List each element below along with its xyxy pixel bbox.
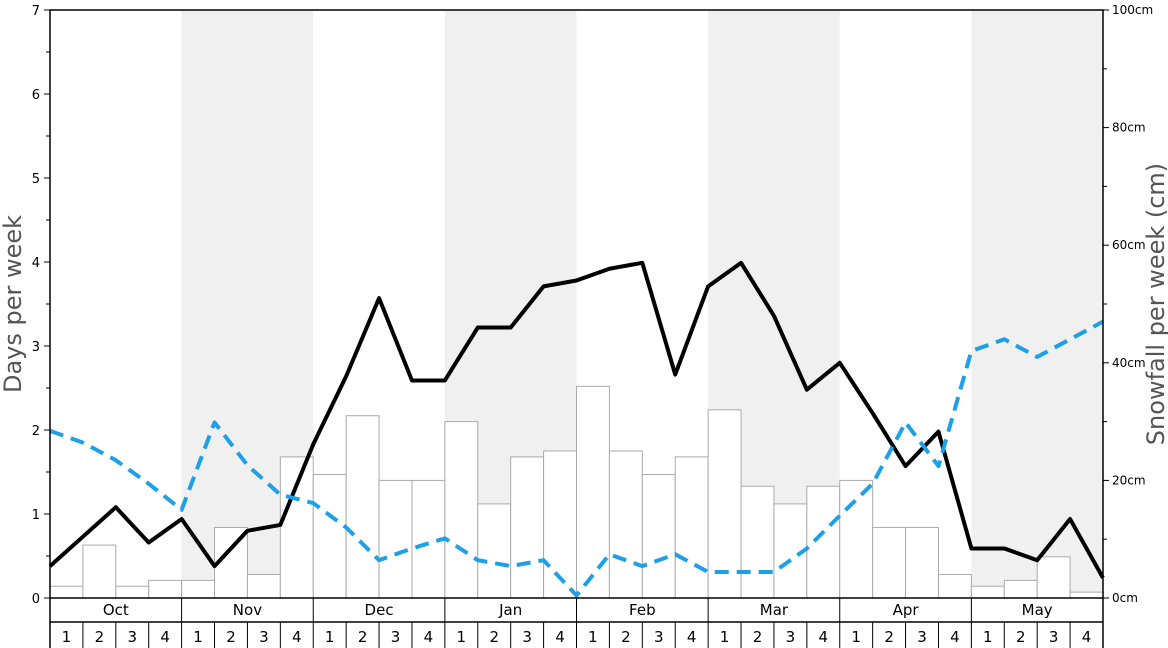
- left-tick-label: 0: [32, 592, 40, 607]
- month-label: Feb: [629, 601, 656, 619]
- left-tick-label: 3: [32, 340, 40, 355]
- week-label: 1: [720, 628, 730, 646]
- week-label: 3: [654, 628, 664, 646]
- week-label: 2: [621, 628, 631, 646]
- week-label: 1: [193, 628, 203, 646]
- month-label: Oct: [103, 601, 129, 619]
- week-label: 4: [950, 628, 960, 646]
- left-tick-label: 7: [32, 4, 40, 19]
- week-label: 4: [160, 628, 170, 646]
- snowfall-bars: [49, 385, 1104, 599]
- snowfall-bar: [378, 479, 413, 599]
- week-label: 4: [819, 628, 829, 646]
- week-label: 4: [292, 628, 302, 646]
- snowfall-bar: [1003, 579, 1038, 599]
- snowfall-bar: [477, 503, 512, 599]
- left-axis-title: Days per week: [0, 215, 27, 393]
- snowfall-bar: [970, 585, 1005, 599]
- week-label: 3: [522, 628, 532, 646]
- right-tick-label: 80cm: [1112, 121, 1146, 135]
- snowfall-bar: [1069, 591, 1104, 599]
- left-tick-label: 2: [32, 424, 40, 439]
- month-label: May: [1022, 601, 1053, 619]
- left-tick-label: 6: [32, 88, 40, 103]
- snowfall-bar: [740, 485, 775, 599]
- right-axis: 0cm 20cm 40cm 60cm 80cm 100cm: [1103, 3, 1153, 605]
- week-label: 3: [786, 628, 796, 646]
- snowfall-bar: [279, 456, 314, 599]
- snowfall-bar: [181, 579, 216, 599]
- week-label: 2: [753, 628, 763, 646]
- week-label: 3: [259, 628, 269, 646]
- week-label: 4: [555, 628, 565, 646]
- snowfall-bar: [576, 385, 610, 599]
- snowfall-bar: [806, 485, 841, 599]
- month-label: Nov: [233, 601, 262, 619]
- week-label: 1: [457, 628, 467, 646]
- month-week-axis: Oct 1 2 3 4 Nov 1 2 3 4 Dec 1 2 3 4 Jan 1 2 3 4 Feb 1 2 3 4 Mar 1 2…: [49, 598, 1104, 648]
- snowfall-bar: [608, 450, 643, 599]
- left-tick-label: 1: [32, 508, 40, 523]
- week-label: 3: [917, 628, 927, 646]
- left-axis: 0 1 2 3 4 5 6 7: [32, 4, 50, 607]
- snowfall-bar: [707, 409, 742, 599]
- month-label: Jan: [498, 601, 522, 619]
- snowfall-bar: [115, 585, 150, 599]
- week-label: 1: [851, 628, 861, 646]
- right-tick-label: 40cm: [1112, 356, 1146, 370]
- week-label: 1: [983, 628, 993, 646]
- snowfall-bar: [312, 474, 347, 599]
- week-label: 2: [95, 628, 105, 646]
- snowfall-bar: [345, 415, 380, 599]
- snowfall-bar: [510, 456, 545, 599]
- month-label: Apr: [893, 601, 920, 619]
- right-tick-label: 0cm: [1112, 591, 1138, 605]
- week-label: 3: [127, 628, 137, 646]
- dashed-days-line: [49, 319, 1104, 598]
- snowfall-bar: [444, 421, 479, 599]
- snowfall-bar: [674, 456, 709, 599]
- right-tick-label: 20cm: [1112, 473, 1146, 487]
- snowfall-bar: [905, 526, 939, 599]
- snowfall-bar: [82, 544, 117, 599]
- week-label: 3: [391, 628, 401, 646]
- snowfall-bar: [1036, 556, 1071, 599]
- left-tick-label: 5: [32, 172, 40, 187]
- right-axis-title: Snowfall per week (cm): [1142, 163, 1168, 445]
- shade-may: [971, 10, 1103, 598]
- days-lines: [48, 260, 1105, 598]
- right-tick-label: 60cm: [1112, 238, 1146, 252]
- week-label: 4: [687, 628, 697, 646]
- week-label: 2: [226, 628, 236, 646]
- week-label: 4: [424, 628, 434, 646]
- snowfall-bar: [641, 474, 676, 599]
- week-label: 2: [489, 628, 499, 646]
- week-label: 3: [1049, 628, 1059, 646]
- week-label: 1: [62, 628, 72, 646]
- month-label: Dec: [365, 601, 394, 619]
- right-tick-label: 100cm: [1112, 3, 1153, 17]
- left-tick-label: 4: [32, 256, 40, 271]
- week-label: 1: [325, 628, 335, 646]
- solid-days-line: [48, 260, 1105, 579]
- week-label: 2: [358, 628, 368, 646]
- snowfall-bar: [49, 585, 84, 599]
- month-shading: [181, 10, 1103, 598]
- snowfall-bar: [937, 573, 972, 599]
- week-label: 4: [1082, 628, 1092, 646]
- week-label: 1: [588, 628, 598, 646]
- month-label: Mar: [760, 601, 789, 619]
- snowfall-bar: [872, 526, 907, 599]
- snowfall-bar: [839, 479, 874, 599]
- snowfall-bar: [246, 573, 281, 599]
- week-label: 2: [884, 628, 894, 646]
- snowfall-bar: [148, 579, 183, 599]
- week-label: 2: [1016, 628, 1026, 646]
- snowfall-bar: [543, 450, 577, 599]
